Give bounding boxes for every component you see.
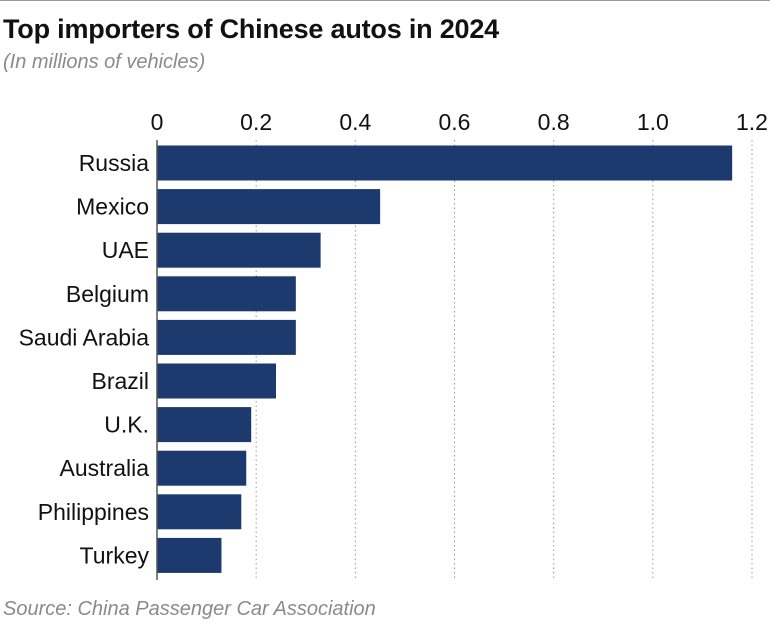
top-rule bbox=[0, 0, 770, 1]
category-label: Russia bbox=[79, 150, 150, 176]
x-tick-label: 0.8 bbox=[538, 109, 570, 135]
x-tick-label: 0.4 bbox=[339, 109, 371, 135]
x-tick-label: 1.0 bbox=[637, 109, 669, 135]
category-label: Philippines bbox=[38, 499, 149, 525]
bar-u-k bbox=[157, 407, 252, 443]
chart-title: Top importers of Chinese autos in 2024 bbox=[3, 14, 500, 44]
bar-mexico bbox=[157, 189, 381, 225]
category-label: UAE bbox=[102, 237, 149, 263]
bar-saudi-arabia bbox=[157, 319, 296, 355]
category-label: Turkey bbox=[80, 542, 150, 568]
x-tick-label: 0.6 bbox=[439, 109, 471, 135]
category-label: Belgium bbox=[66, 281, 149, 307]
bar-turkey bbox=[157, 537, 222, 573]
chart-subtitle: (In millions of vehicles) bbox=[3, 51, 206, 73]
bar-philippines bbox=[157, 494, 242, 530]
category-label: Brazil bbox=[91, 368, 149, 394]
category-label: Australia bbox=[60, 455, 150, 481]
bar-uae bbox=[157, 232, 321, 268]
category-label: Saudi Arabia bbox=[19, 324, 150, 350]
category-label: U.K. bbox=[104, 412, 149, 438]
x-tick-label: 0 bbox=[151, 109, 164, 135]
bar-australia bbox=[157, 450, 247, 486]
bar-belgium bbox=[157, 276, 296, 312]
x-tick-label: 1.2 bbox=[736, 109, 768, 135]
x-tick-label: 0.2 bbox=[240, 109, 272, 135]
bar-brazil bbox=[157, 363, 276, 399]
bar-russia bbox=[157, 145, 733, 181]
source-note: Source: China Passenger Car Association bbox=[3, 598, 376, 620]
category-label: Mexico bbox=[76, 194, 149, 220]
